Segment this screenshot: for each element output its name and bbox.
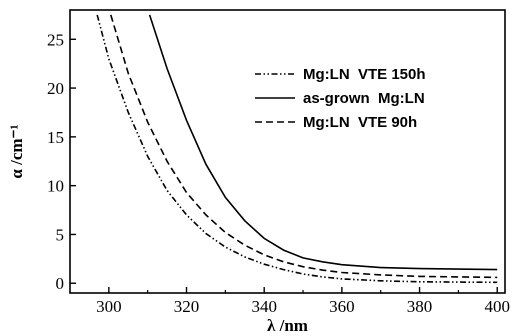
series-line-3 (110, 14, 498, 279)
plot-frame (69, 9, 506, 294)
x-tick-label: 360 (329, 297, 355, 316)
y-tick-label: 15 (47, 128, 64, 147)
series-line-1 (96, 14, 498, 284)
x-axis-title: λ /nm (267, 316, 308, 335)
legend-label-3: Mg:LN VTE 90h (303, 114, 417, 131)
series-layer (96, 14, 498, 284)
y-tick-label: 0 (56, 274, 65, 293)
legend: Mg:LN VTE 150h as-grown Mg:LN Mg:LN VTE 90… (255, 66, 426, 131)
x-tick-label: 320 (174, 297, 200, 316)
y-axis-title: α /cm⁻¹ (7, 124, 26, 178)
ticks-layer: 300 320 340 360 380 400 0 5 10 15 20 25 (47, 30, 510, 316)
y-tick-label: 25 (47, 30, 64, 49)
y-tick-label: 10 (47, 177, 64, 196)
y-tick-label: 5 (56, 225, 65, 244)
y-tick-label: 20 (47, 79, 64, 98)
x-tick-label: 380 (407, 297, 433, 316)
x-tick-label: 340 (251, 297, 277, 316)
legend-label-2: as-grown Mg:LN (303, 90, 425, 107)
x-tick-label: 400 (484, 297, 510, 316)
x-tick-label: 300 (96, 297, 122, 316)
legend-label-1: Mg:LN VTE 150h (303, 66, 426, 83)
series-line-2 (148, 14, 498, 271)
